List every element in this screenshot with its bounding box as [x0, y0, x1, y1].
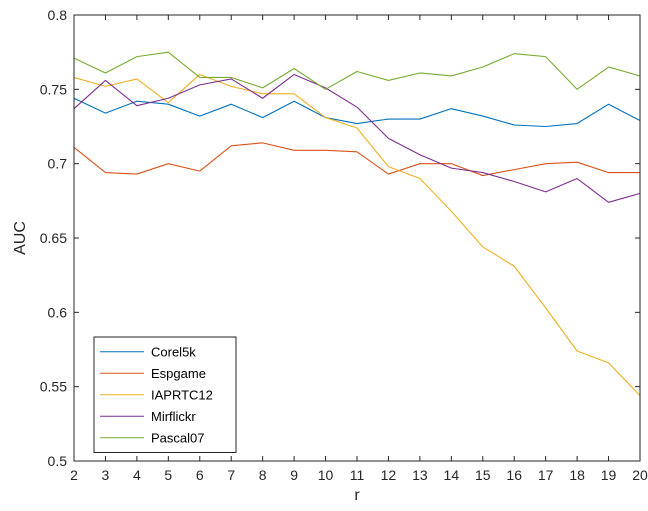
y-tick-label: 0.6 [48, 304, 68, 320]
series-line-iaprtc12 [73, 73, 641, 396]
y-tick-label: 0.55 [40, 379, 67, 395]
y-tick-label: 0.8 [48, 7, 68, 23]
y-tick-label: 0.5 [48, 453, 68, 469]
y-tick-label: 0.7 [48, 156, 68, 172]
x-tick-label: 14 [444, 467, 460, 483]
y-tick-label: 0.65 [40, 230, 67, 246]
y-tick-label: 0.75 [40, 81, 67, 97]
legend: Corel5k Espgame IAPRTC12 Mirflickr Pascal07 [93, 336, 237, 453]
series-line-mirflickr [73, 73, 641, 203]
x-tick-label: 8 [259, 467, 267, 483]
x-tick-label: 6 [196, 467, 204, 483]
ticks [73, 14, 641, 462]
x-tick-label: 2 [70, 467, 78, 483]
x-tick-label: 9 [290, 467, 298, 483]
x-tick-label: 17 [538, 467, 554, 483]
y-tick-labels: 0.5 0.55 0.6 0.65 0.7 0.75 0.8 [40, 7, 67, 469]
x-axis-label: r [354, 487, 360, 504]
x-tick-label: 19 [601, 467, 617, 483]
legend-label-mirflickr: Mirflickr [151, 409, 196, 424]
x-tick-label: 15 [475, 467, 491, 483]
y-axis-label: AUC [12, 221, 29, 255]
series-layer [73, 51, 641, 396]
x-tick-label: 11 [350, 467, 365, 483]
x-tick-label: 3 [102, 467, 110, 483]
series-line-pascal07 [73, 51, 641, 90]
x-tick-label: 16 [506, 467, 522, 483]
legend-label-pascal07: Pascal07 [151, 430, 204, 445]
x-tick-label: 12 [381, 467, 397, 483]
x-tick-label: 5 [164, 467, 172, 483]
series-line-espgame [73, 142, 640, 177]
legend-label-espgame: Espgame [151, 366, 206, 381]
x-tick-label: 18 [569, 467, 585, 483]
x-tick-label: 10 [318, 467, 334, 483]
x-tick-labels: 2 3 4 5 6 7 8 9 10 11 12 13 14 15 16 17 18 19 20 [70, 467, 648, 483]
series-line-corel5k [73, 97, 641, 128]
x-tick-label: 13 [412, 467, 428, 483]
legend-label-corel5k: Corel5k [151, 344, 196, 359]
x-tick-label: 7 [227, 467, 235, 483]
x-tick-label: 20 [632, 467, 648, 483]
x-tick-label: 4 [133, 467, 141, 483]
legend-label-iaprtc12: IAPRTC12 [151, 387, 213, 402]
